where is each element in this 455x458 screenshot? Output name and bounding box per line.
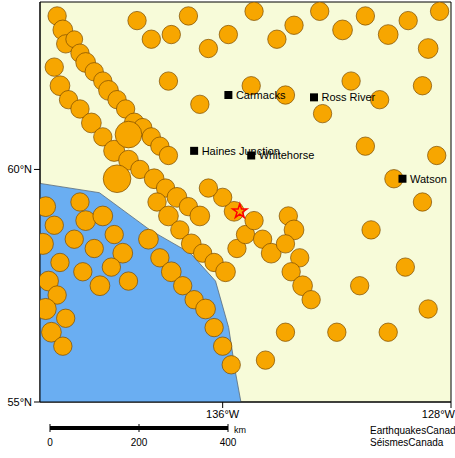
- svg-text:200: 200: [131, 437, 148, 448]
- svg-text:km: km: [234, 425, 246, 435]
- svg-text:Carmacks: Carmacks: [236, 89, 286, 101]
- svg-text:Ross River: Ross River: [322, 91, 376, 103]
- svg-text:400: 400: [220, 437, 237, 448]
- svg-text:Haines Junction: Haines Junction: [201, 144, 280, 157]
- svg-text:Whitehorse: Whitehorse: [259, 149, 315, 161]
- svg-text:60°N: 60°N: [8, 163, 32, 175]
- svg-text:Watson: Watson: [410, 173, 447, 185]
- svg-text:136°W: 136°W: [206, 408, 240, 420]
- svg-text:128°W: 128°W: [422, 408, 447, 420]
- svg-text:55°N: 55°N: [8, 396, 32, 408]
- svg-text:EarthquakesCanada: EarthquakesCanada: [370, 425, 447, 436]
- svg-text:SéismesCanada: SéismesCanada: [370, 437, 444, 448]
- svg-text:0: 0: [47, 437, 53, 448]
